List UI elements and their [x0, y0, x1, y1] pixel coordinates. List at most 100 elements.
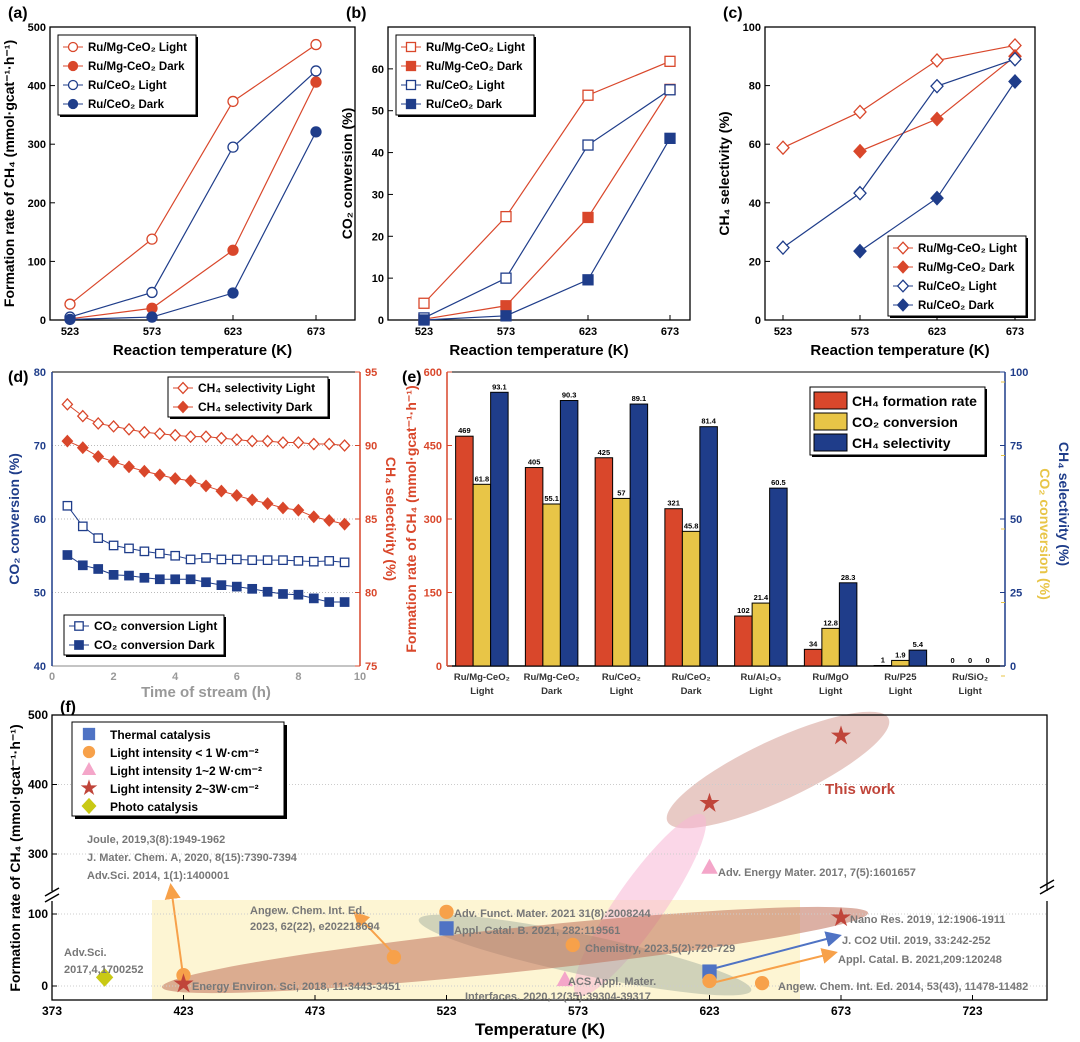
y-tick-label: 50 — [372, 106, 384, 118]
square-marker — [293, 556, 304, 566]
annotation: J. CO2 Util. 2019, 33:242-252 — [842, 935, 991, 947]
square-marker — [74, 621, 84, 631]
x-tick-label: 2 — [111, 671, 117, 683]
series — [62, 500, 350, 568]
series-line — [423, 89, 671, 320]
axis-break-mark — [44, 887, 60, 897]
circle-marker — [67, 60, 79, 72]
annotation: Interfaces. 2020,12(35):39304-39317 — [465, 991, 651, 1003]
diamond-marker — [338, 439, 351, 452]
y-tick-label: 70 — [34, 441, 46, 453]
bar — [734, 615, 753, 667]
square-marker — [324, 556, 335, 566]
panel-c: CH₄ selectivity (%) — [716, 26, 1036, 321]
diamond-marker — [153, 468, 166, 482]
series-line — [69, 131, 317, 321]
annotation: Chemistry, 2023,5(2):720-729 — [585, 943, 735, 955]
diamond-marker — [61, 434, 74, 448]
x-tick-label: 573 — [851, 326, 869, 338]
legend-label: Ru/Mg-CeO₂ Dark — [918, 262, 1015, 274]
annotation: Angew. Chem. Int. Ed. — [250, 905, 365, 917]
arrow-blue — [707, 931, 842, 971]
series — [64, 126, 322, 326]
y-tick-label: 80 — [34, 367, 46, 379]
series — [556, 858, 718, 987]
legend — [167, 376, 330, 419]
bar — [559, 400, 579, 667]
panel-f: Formation rate of CH₄ (mmol·gcat⁻¹·h⁻¹) — [7, 714, 1055, 1001]
diamond-marker — [896, 241, 910, 255]
x-tick-label: 573 — [568, 1004, 588, 1018]
diamond-marker — [76, 441, 89, 455]
diamond-marker — [896, 298, 910, 312]
diamond-marker — [307, 510, 320, 524]
x-tick-label: Light — [819, 686, 843, 697]
diamond-marker — [184, 474, 197, 488]
square-marker — [93, 533, 104, 543]
panel-label: (b) — [346, 5, 366, 22]
axis-break-mark — [44, 893, 60, 903]
bar — [629, 403, 649, 667]
legend — [809, 386, 987, 457]
bar — [542, 503, 561, 667]
panel-a: Formation rate of CH₄ (mmol·gcat⁻¹·h⁻¹) — [1, 26, 356, 326]
x-tick-label: 573 — [497, 326, 515, 338]
x-tick-label: Light — [889, 686, 913, 697]
data-label: 5.4 — [913, 640, 924, 649]
legend-label: CH₄ selectivity — [852, 435, 951, 451]
annotation: Adv. Energy Mater. 2017, 7(5):1601657 — [718, 867, 916, 879]
data-label: 21.4 — [754, 593, 769, 602]
diamond-marker — [177, 400, 189, 414]
x-tick-label: 6 — [234, 671, 240, 683]
y-axis-label: CO₂ conversion (%) — [339, 108, 355, 239]
panel-e: Formation rate of CH₄ (mmol·gcat⁻¹·h⁻¹) C… — [403, 371, 1072, 677]
legend-label: Ru/CeO₂ Light — [918, 281, 997, 293]
y-right-tick-label: 80 — [365, 588, 377, 600]
data-label: 1 — [881, 656, 885, 665]
square-marker — [418, 297, 430, 309]
square-marker — [500, 300, 512, 312]
circle-marker — [310, 126, 322, 138]
diamond-marker — [81, 797, 97, 815]
diamond-marker — [95, 967, 114, 987]
x-tick-label: 423 — [173, 1004, 193, 1018]
plot-frame — [49, 26, 356, 321]
circle-marker — [702, 973, 717, 989]
y-tick-label: 100 — [743, 22, 761, 34]
data-label: 93.1 — [492, 382, 507, 391]
x-tick-label: Ru/Mg-CeO₂ — [524, 672, 580, 683]
legend-label: CO₂ conversion — [852, 414, 958, 430]
y-right-axis-label-2: CO₂ conversion (%) — [1037, 468, 1053, 599]
circle-marker — [146, 233, 158, 245]
legend-label: Ru/Mg-CeO₂ Light — [88, 42, 187, 54]
x-tick-label: Light — [610, 686, 634, 697]
legend-label: Photo catalysis — [110, 800, 198, 814]
square-marker — [82, 727, 96, 741]
diamond-marker — [138, 425, 151, 439]
square-marker — [405, 60, 417, 72]
y-right-axis-label: CH₄ selectivity (%) — [1056, 442, 1072, 566]
x-tick-label: 523 — [61, 326, 79, 338]
square-marker — [339, 557, 350, 568]
diamond-marker — [177, 381, 189, 395]
y-tick-label: 400 — [28, 81, 46, 93]
bar — [524, 467, 544, 667]
y-right-tick-label: 75 — [1010, 441, 1022, 453]
diamond-marker — [1008, 74, 1022, 89]
series-line — [859, 81, 1016, 252]
square-marker — [185, 574, 196, 585]
legend-label: CO₂ conversion Dark — [94, 638, 215, 652]
diamond-marker — [61, 397, 74, 411]
data-label: 61.8 — [475, 474, 490, 483]
square-marker — [405, 41, 417, 53]
diamond-marker — [930, 111, 944, 127]
panel-label: (d) — [8, 369, 28, 386]
circle-marker — [64, 298, 76, 310]
x-tick-label: Ru/Mg-CeO₂ — [454, 672, 510, 683]
square-marker — [293, 589, 304, 600]
square-marker — [93, 564, 104, 574]
y-right-tick-label: 0 — [1010, 661, 1016, 673]
series-line — [423, 138, 671, 321]
legend-label: Light intensity 2~3W·cm⁻² — [110, 782, 259, 796]
